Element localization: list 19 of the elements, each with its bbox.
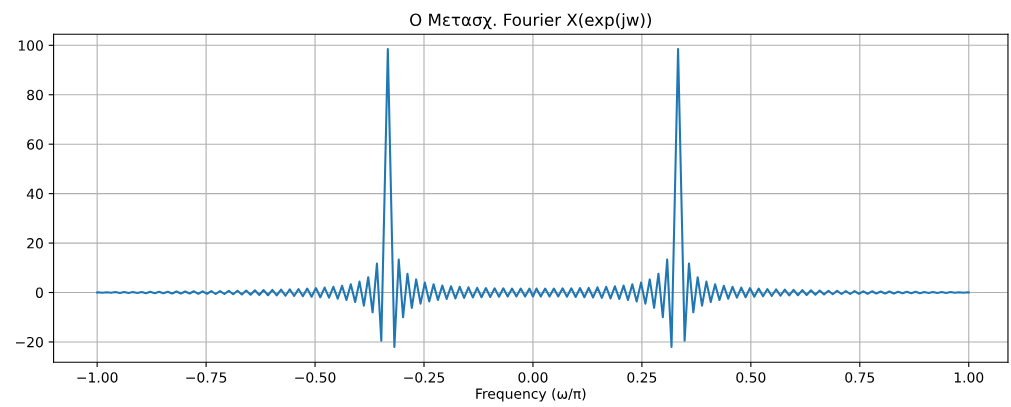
x-tick-label: 0.00 <box>518 372 548 383</box>
x-tick-label: 0.25 <box>627 372 657 383</box>
chart-title: Ο Μετασχ. Fourier X(exp(jw)) <box>410 13 652 30</box>
y-tick-label: 20 <box>27 238 43 249</box>
y-tick-label: 0 <box>35 287 43 298</box>
x-axis-title: Frequency (ω/π) <box>476 388 586 402</box>
x-tick-label: −0.75 <box>186 372 227 383</box>
x-tick-label: 1.00 <box>954 372 984 383</box>
x-tick-label: −0.50 <box>295 372 336 383</box>
x-tick-label: 0.50 <box>736 372 766 383</box>
x-tick-label: 0.75 <box>845 372 875 383</box>
line-series <box>96 47 970 348</box>
y-tick-label: 80 <box>27 89 43 101</box>
y-tick-label: −20 <box>16 336 43 348</box>
x-tick-label: −0.25 <box>404 372 445 383</box>
x-tick-label: −1.00 <box>77 372 118 383</box>
y-tick-label: 40 <box>26 188 43 200</box>
y-tick-label: 60 <box>27 139 43 150</box>
y-tick-label: 100 <box>18 40 43 51</box>
